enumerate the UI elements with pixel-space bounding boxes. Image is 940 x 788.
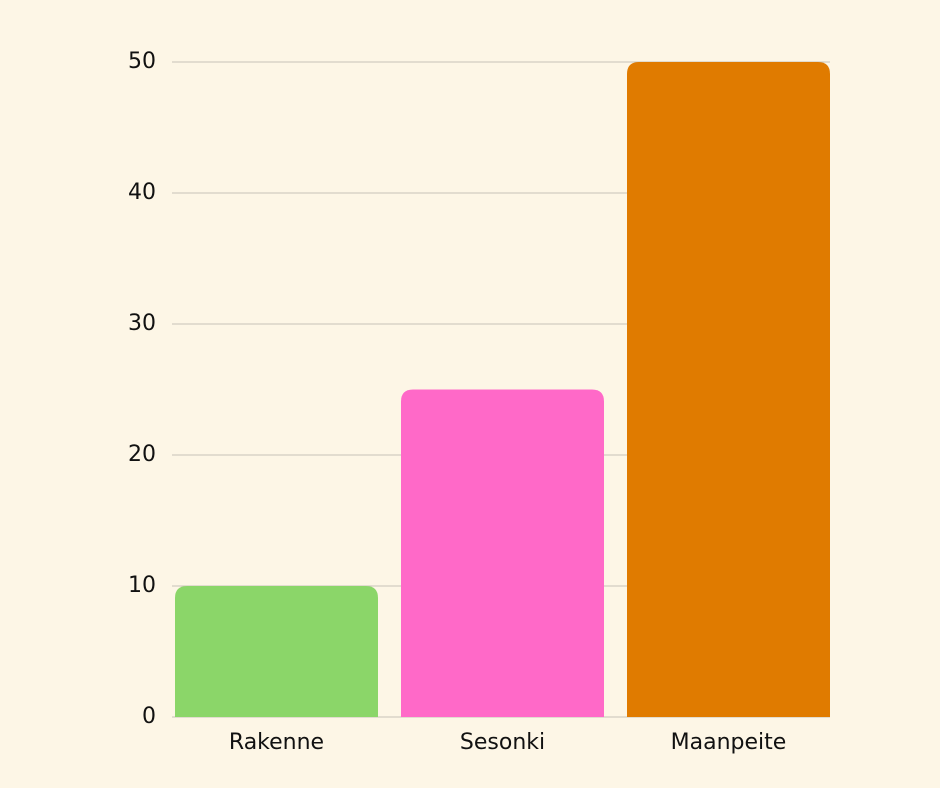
y-tick-label: 0 xyxy=(142,704,156,729)
y-tick-label: 20 xyxy=(128,442,156,467)
x-tick-label: Maanpeite xyxy=(671,730,787,755)
y-tick-label: 40 xyxy=(128,180,156,205)
bar xyxy=(401,389,604,717)
bar xyxy=(627,62,830,717)
bar xyxy=(175,586,378,717)
y-tick-label: 30 xyxy=(128,311,156,336)
x-tick-label: Sesonki xyxy=(460,730,545,755)
y-tick-label: 50 xyxy=(128,49,156,74)
y-tick-label: 10 xyxy=(128,573,156,598)
x-tick-label: Rakenne xyxy=(229,730,324,755)
